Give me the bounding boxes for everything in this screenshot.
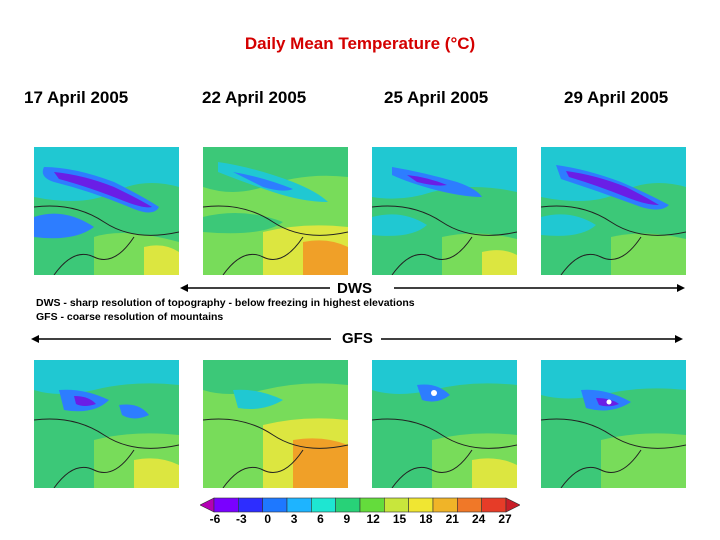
colorbar-tick-label: 24 <box>471 512 486 526</box>
colorbar-tick-label: -3 <box>236 512 247 526</box>
colorbar-segment <box>213 497 239 513</box>
colorbar-segment <box>286 497 312 513</box>
dws-note: DWS - sharp resolution of topography - b… <box>36 297 415 309</box>
date-label-1: 17 April 2005 <box>24 88 129 107</box>
colorbar-segment <box>238 497 263 513</box>
dws-map-3 <box>372 147 517 275</box>
colorbar-segment <box>335 497 361 513</box>
dws-map-2 <box>203 147 348 275</box>
gfs-map-3 <box>372 360 517 488</box>
dws-label: DWS <box>337 280 372 297</box>
colorbar-tick-label: 27 <box>498 512 512 526</box>
colorbar-tick-label: 18 <box>419 512 433 526</box>
date-label-3: 25 April 2005 <box>384 88 489 107</box>
colorbar <box>200 497 520 513</box>
colorbar-segment <box>481 497 507 513</box>
date-label-4: 29 April 2005 <box>564 88 669 107</box>
page-title: Daily Mean Temperature (°C) <box>244 34 476 53</box>
gfs-map-1 <box>34 360 179 488</box>
colorbar-tick-label: 9 <box>343 512 351 526</box>
colorbar-segment <box>262 497 288 513</box>
colorbar-tick-label: 21 <box>445 512 459 526</box>
dws-span-arrow <box>180 284 685 292</box>
colorbar-tick-label: 12 <box>366 512 380 526</box>
dws-map-1 <box>34 147 179 275</box>
colorbar-segment <box>408 497 434 513</box>
gfs-label: GFS <box>342 330 373 347</box>
date-label-2: 22 April 2005 <box>202 88 307 107</box>
colorbar-segment <box>384 497 409 513</box>
colorbar-segment <box>457 497 482 513</box>
colorbar-tick-label: 6 <box>317 512 324 526</box>
colorbar-segment <box>311 497 336 513</box>
gfs-span-arrow <box>31 335 683 343</box>
colorbar-tick-label: 15 <box>392 512 407 526</box>
colorbar-segment <box>505 497 520 513</box>
colorbar-tick-label: 0 <box>264 512 272 526</box>
colorbar-segment <box>359 497 385 513</box>
dws-map-4 <box>541 147 686 275</box>
colorbar-tick-label: -6 <box>209 512 221 526</box>
gfs-map-2 <box>203 360 348 488</box>
gfs-note: GFS - coarse resolution of mountains <box>36 311 224 323</box>
colorbar-segment <box>432 497 458 513</box>
colorbar-tick-label: 3 <box>290 512 298 526</box>
colorbar-segment <box>200 497 215 513</box>
gfs-map-4 <box>541 360 686 488</box>
